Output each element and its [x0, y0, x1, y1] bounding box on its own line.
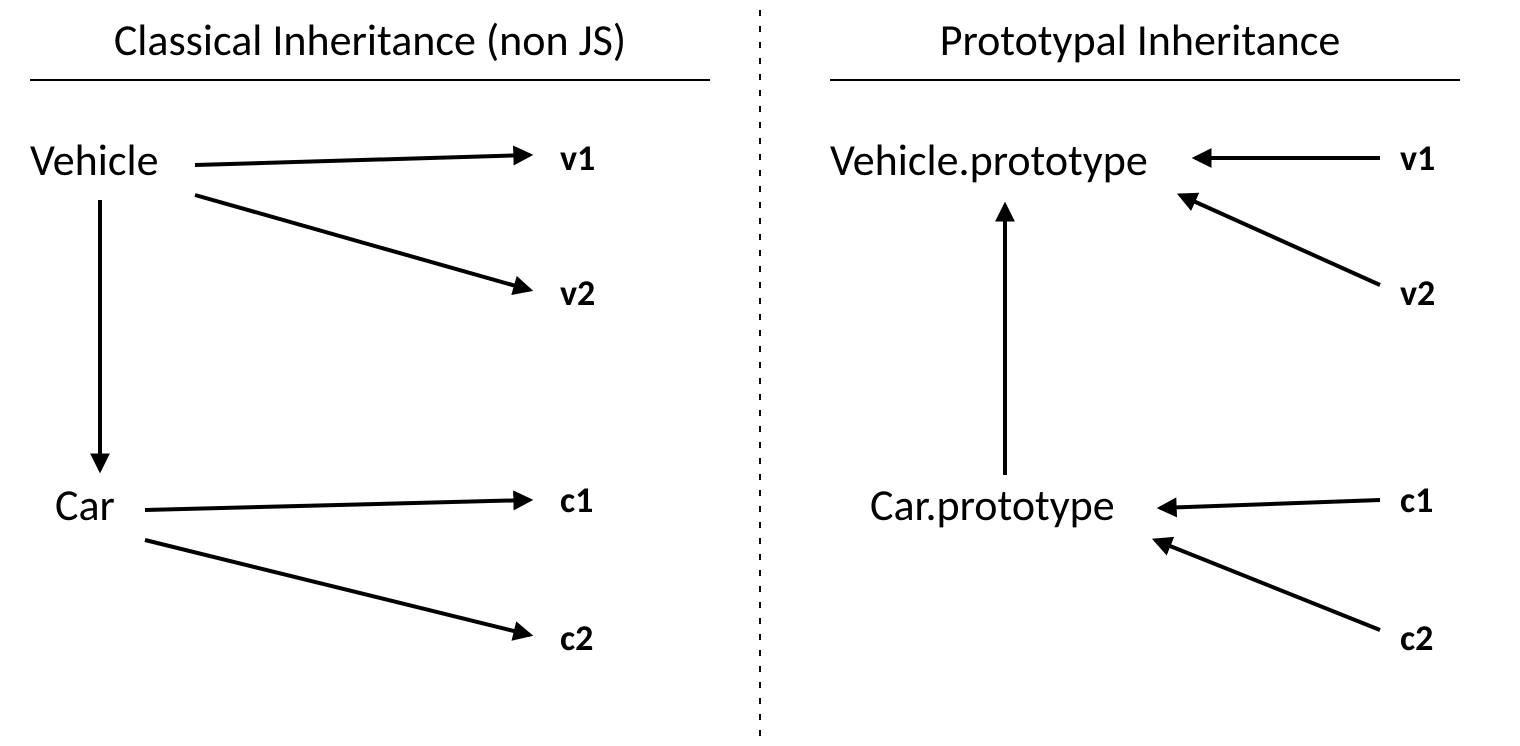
right-node-car_proto: Car.prototype	[870, 478, 1115, 532]
right-arrow-1	[1180, 195, 1380, 285]
right-node-c2: c2	[1400, 616, 1433, 660]
left-node-v2: v2	[560, 271, 595, 315]
left-arrow-0	[195, 155, 530, 165]
left-node-c2: c2	[560, 616, 593, 660]
right-node-c1: c1	[1400, 478, 1433, 522]
left-arrow-3	[145, 500, 530, 510]
right-arrow-4	[1155, 540, 1380, 630]
right-node-vehicle_proto: Vehicle.prototype	[830, 133, 1148, 187]
left-title: Classical Inheritance (non JS)	[114, 13, 626, 67]
left-arrow-1	[195, 195, 530, 290]
left-node-car: Car	[55, 478, 115, 532]
right-title: Prototypal Inheritance	[940, 13, 1341, 67]
right-node-v1: v1	[1400, 136, 1435, 180]
left-arrow-4	[145, 540, 530, 635]
left-node-vehicle: Vehicle	[30, 133, 158, 187]
left-node-v1: v1	[560, 136, 595, 180]
left-node-c1: c1	[560, 478, 593, 522]
right-node-v2: v2	[1400, 271, 1435, 315]
right-arrow-3	[1160, 500, 1380, 508]
